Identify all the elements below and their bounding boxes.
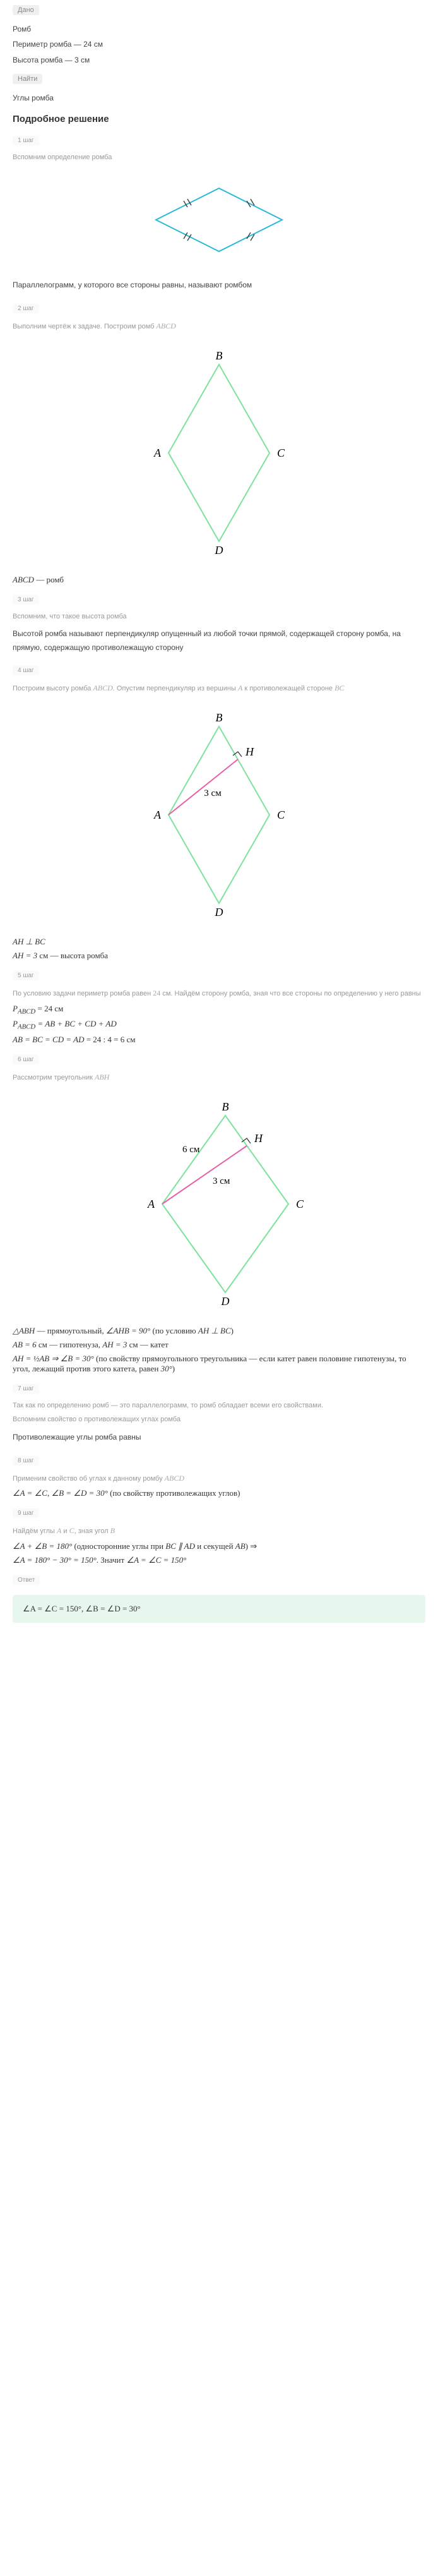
def2: Высотой ромба называют перпендикуляр опу… [13,627,425,654]
svg-text:D: D [215,906,223,918]
step6-text: Рассмотрим треугольник ABH [13,1071,425,1084]
step8-badge: 8 шаг [13,1456,39,1466]
svg-text:H: H [254,1132,263,1145]
svg-text:A: A [153,809,162,821]
step7-text: Так как по определению ромб — это паралл… [13,1400,425,1412]
svg-text:H: H [245,745,254,758]
svg-text:A: A [153,447,162,459]
r5-l1: PABCD = 24 см [13,1004,425,1016]
find-line: Углы ромба [13,92,425,104]
step4-badge: 4 шаг [13,666,39,675]
find-badge: Найти [13,74,42,84]
step2-badge: 2 шаг [13,304,39,313]
svg-text:A: A [147,1198,155,1210]
r8-line: ∠A = ∠C, ∠B = ∠D = 30° (по свойству прот… [13,1488,425,1498]
def1: Параллелограмм, у которого все стороны р… [13,279,425,292]
step1-badge: 1 шаг [13,136,39,145]
given-line3: Высота ромба — 3 см [13,54,425,66]
given-line1: Ромб [13,23,425,35]
r3-l2: AH = 3 см — высота ромба [13,951,425,961]
r9-l1: ∠A + ∠B = 180° (односторонние углы при B… [13,1541,425,1551]
answer-text: ∠A = ∠C = 150°, ∠B = ∠D = 30° [23,1604,141,1613]
svg-text:D: D [215,544,223,557]
answer-box: ∠A = ∠C = 150°, ∠B = ∠D = 30° [13,1595,425,1623]
step7-badge: 7 шаг [13,1384,39,1393]
r6-l1: △ABH — прямоугольный, ∠AHB = 90° (по усл… [13,1326,425,1336]
svg-text:B: B [216,349,223,362]
rhombus3-figure: B A C D H 3 см [13,707,425,924]
r5-l2: PABCD = AB + BC + CD + AD [13,1019,425,1031]
step8-text: Применим свойство об углах к данному ром… [13,1472,425,1485]
def3: Вспомним свойство о противолежащих углах… [13,1414,425,1426]
step3-text: Вспомним, что такое высота ромба [13,611,425,623]
r9-l2: ∠A = 180° − 30° = 150°. Значит ∠A = ∠C =… [13,1555,425,1565]
step2-text: Выполним чертёж к задаче. Построим ромб … [13,320,425,333]
r6-l3: AH = ½AB ⇒ ∠B = 30° (по свойству прямоуг… [13,1354,425,1374]
svg-text:3 см: 3 см [204,788,222,798]
r5-l3: AB = BC = CD = AD = 24 : 4 = 6 см [13,1035,425,1045]
step5-badge: 5 шаг [13,971,39,980]
svg-text:D: D [221,1295,230,1308]
step3-badge: 3 шаг [13,595,39,605]
step6-badge: 6 шаг [13,1055,39,1064]
prop1: Противолежащие углы ромба равны [13,1431,425,1445]
rhombus2-caption: ABCD — ромб [13,575,425,585]
step9-badge: 9 шаг [13,1508,39,1518]
svg-text:B: B [216,711,223,724]
svg-text:C: C [296,1198,304,1210]
answer-badge: Ответ [13,1575,40,1585]
svg-text:3 см: 3 см [213,1176,230,1186]
r3-l1: AH ⊥ BC [13,937,425,947]
rhombus4-figure: B A C D H 6 см 3 см [13,1097,425,1313]
svg-text:6 см: 6 см [182,1145,200,1155]
step5-text: По условию задачи периметр ромба равен 2… [13,987,425,1000]
step9-text: Найдём углы A и C, зная угол B [13,1524,425,1538]
step1-text: Вспомним определение ромба [13,152,425,164]
svg-text:C: C [277,447,285,459]
svg-text:B: B [222,1100,229,1113]
given-line2: Периметр ромба — 24 см [13,38,425,51]
svg-text:C: C [277,809,285,821]
step4-text: Построим высоту ромба ABCD. Опустим перп… [13,682,425,695]
rhombus1-figure [13,176,425,266]
given-badge: Дано [13,5,39,15]
rhombus2-figure: B A C D [13,346,425,562]
solution-title: Подробное решение [13,114,425,124]
r6-l2: AB = 6 см — гипотенуза, AH = 3 см — кате… [13,1340,425,1350]
